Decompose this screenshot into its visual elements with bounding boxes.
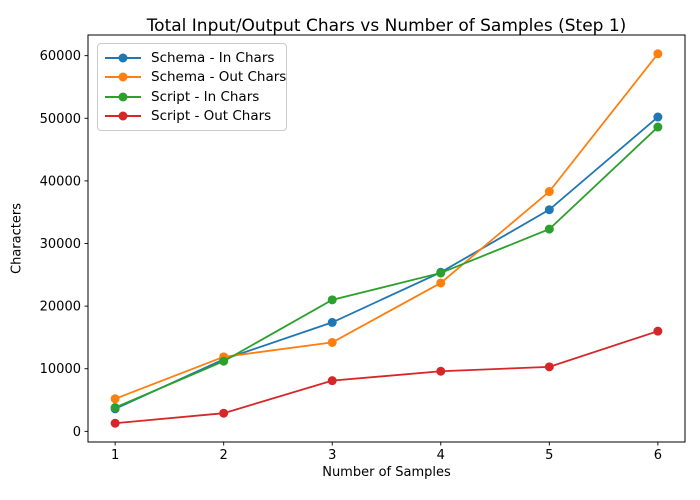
data-point bbox=[653, 112, 663, 122]
data-point bbox=[544, 205, 554, 215]
legend-item-script-in: Script - In Chars bbox=[104, 87, 280, 107]
line-marker-icon bbox=[104, 110, 142, 122]
line-marker-icon bbox=[104, 91, 142, 103]
data-point bbox=[327, 376, 337, 386]
y-tick-label: 50000 bbox=[40, 112, 81, 127]
x-tick-label: 2 bbox=[220, 448, 228, 463]
data-point bbox=[110, 394, 120, 404]
data-point bbox=[436, 366, 446, 376]
data-point bbox=[110, 418, 120, 428]
legend-item-schema-out: Schema - Out Chars bbox=[104, 68, 286, 88]
legend-label: Schema - In Chars bbox=[151, 49, 275, 66]
y-tick-label: 40000 bbox=[40, 174, 81, 189]
data-point bbox=[110, 403, 120, 413]
series-line-1 bbox=[114, 53, 659, 400]
x-tick-label: 5 bbox=[545, 448, 553, 463]
legend-label: Schema - Out Chars bbox=[151, 69, 287, 86]
legend-label: Script - Out Chars bbox=[151, 108, 272, 125]
y-tick-label: 60000 bbox=[40, 49, 81, 64]
data-point bbox=[436, 268, 446, 278]
data-point bbox=[219, 408, 229, 418]
data-point bbox=[436, 278, 446, 288]
series-line-2 bbox=[114, 126, 659, 409]
series-line-0 bbox=[114, 116, 659, 410]
chart-title: Total Input/Output Chars vs Number of Sa… bbox=[146, 16, 627, 36]
data-point bbox=[219, 356, 229, 366]
data-point bbox=[544, 224, 554, 234]
x-tick-label: 3 bbox=[328, 448, 336, 463]
axes-spines bbox=[87, 34, 686, 443]
y-tick-label: 30000 bbox=[40, 237, 81, 252]
x-tick-label: 1 bbox=[111, 448, 119, 463]
data-point bbox=[653, 326, 663, 336]
data-point bbox=[327, 317, 337, 327]
y-tick-label: 10000 bbox=[40, 362, 81, 377]
y-tick-label: 20000 bbox=[40, 300, 81, 315]
x-tick-label: 6 bbox=[654, 448, 662, 463]
data-point bbox=[327, 295, 337, 305]
data-point bbox=[544, 187, 554, 197]
y-tick-label: 0 bbox=[73, 425, 81, 440]
data-point bbox=[544, 362, 554, 372]
series-line-3 bbox=[115, 330, 659, 425]
data-point bbox=[327, 337, 337, 347]
data-point bbox=[653, 49, 663, 59]
x-tick-label: 4 bbox=[437, 448, 445, 463]
line-marker-icon bbox=[104, 52, 142, 64]
x-axis-label: Number of Samples bbox=[322, 465, 451, 480]
y-axis-label: Characters bbox=[9, 203, 25, 274]
line-marker-icon bbox=[104, 71, 142, 83]
legend-label: Script - In Chars bbox=[151, 88, 260, 105]
legend-item-script-out: Script - Out Chars bbox=[104, 107, 280, 127]
legend-item-schema-in: Schema - In Chars bbox=[104, 48, 280, 68]
data-point bbox=[653, 122, 663, 132]
legend: Schema - In Chars Schema - Out Chars Scr… bbox=[97, 43, 287, 131]
